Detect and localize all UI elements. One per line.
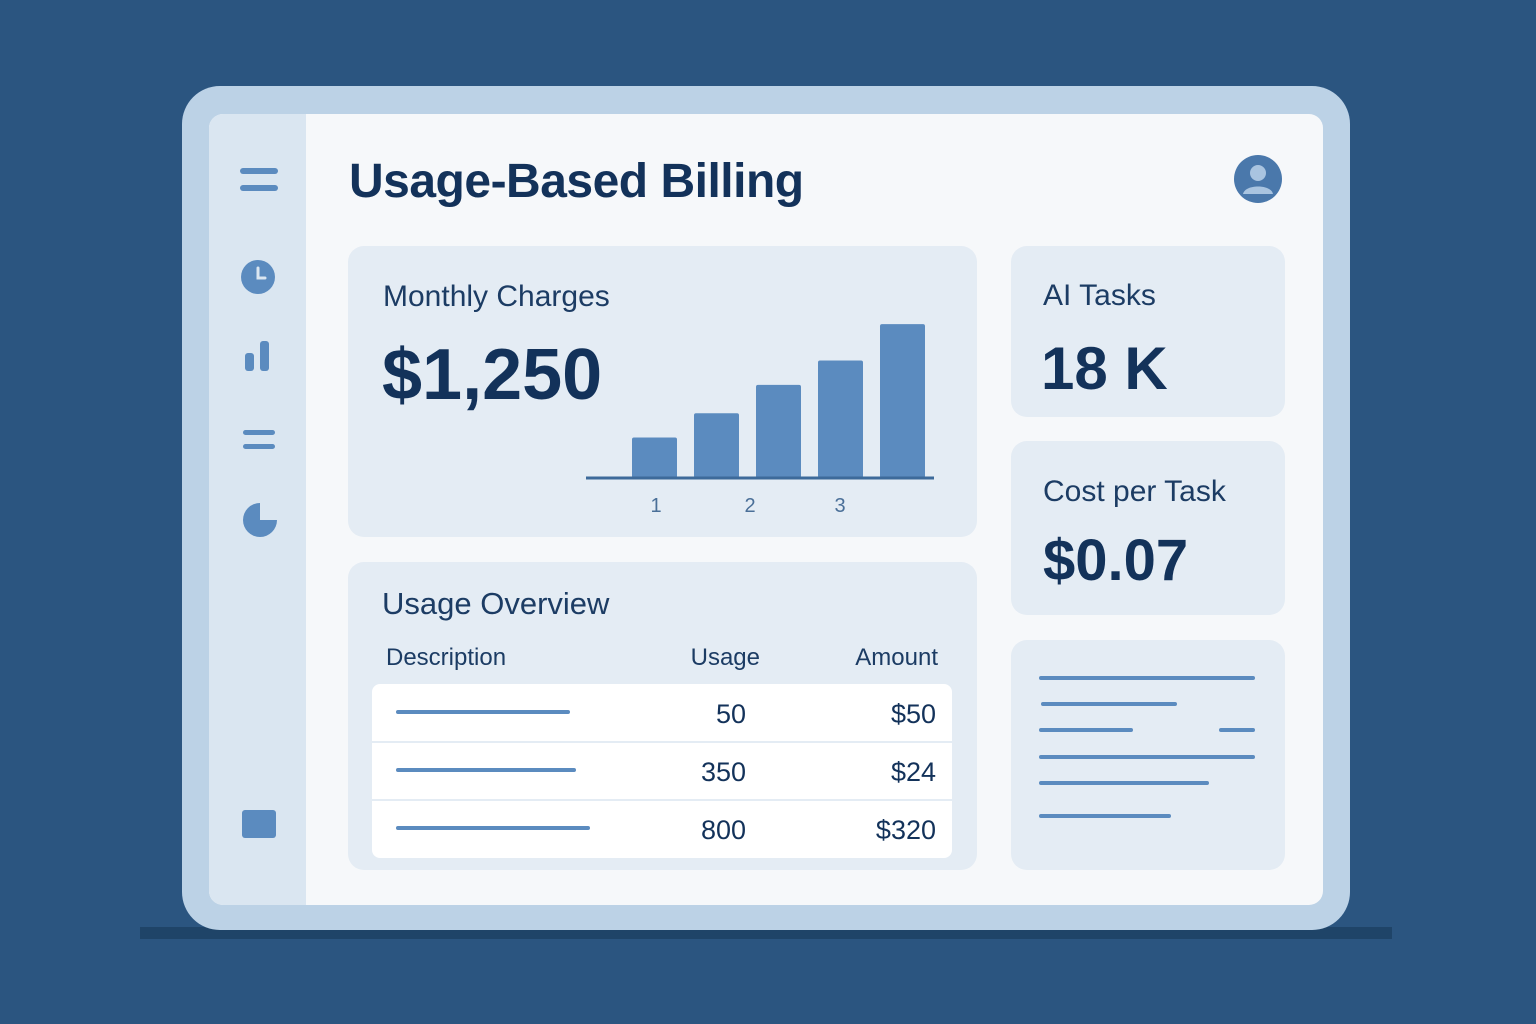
notes-card	[1011, 640, 1285, 870]
ai-tasks-card: AI Tasks 18 K	[1011, 246, 1285, 417]
monthly-charges-value: $1,250	[382, 335, 603, 415]
usage-overview-card: Usage Overview Description Usage Amount …	[348, 562, 977, 870]
user-avatar-icon[interactable]	[1233, 154, 1283, 204]
description-placeholder	[396, 826, 590, 830]
table-row[interactable]: 800 $320	[372, 800, 952, 857]
column-header-description[interactable]: Description	[386, 644, 507, 671]
chart-bar	[880, 324, 925, 478]
list-icon[interactable]	[243, 427, 275, 453]
chart-tick-labels: 1 2 3	[650, 495, 845, 517]
text-placeholder-line	[1039, 676, 1255, 680]
page-title: Usage-Based Billing	[349, 155, 804, 208]
menu-icon[interactable]	[239, 166, 279, 196]
usage-value: 350	[700, 757, 746, 787]
chart-bar	[632, 437, 677, 478]
usage-value: 800	[700, 815, 746, 845]
text-placeholder-line	[1039, 755, 1255, 759]
sidebar	[209, 114, 306, 905]
usage-value: 50	[715, 699, 746, 729]
cost-per-task-label: Cost per Task	[1043, 475, 1226, 508]
column-header-usage[interactable]: Usage	[690, 644, 760, 671]
text-placeholder-line	[1219, 728, 1255, 732]
chart-bar	[694, 413, 739, 478]
text-placeholder-line	[1039, 728, 1133, 732]
amount-value: $24	[890, 757, 936, 787]
chart-tick-label: 1	[650, 495, 661, 517]
text-placeholder-line	[1039, 814, 1171, 818]
app-screen: Usage-Based Billing Monthly Charges $1,2…	[209, 114, 1323, 905]
chart-bar	[756, 384, 801, 478]
column-header-amount[interactable]: Amount	[855, 644, 938, 671]
device-shadow	[140, 927, 1392, 939]
table-row[interactable]: 350 $24	[372, 742, 952, 801]
amount-value: $320	[875, 815, 936, 845]
monthly-charges-label: Monthly Charges	[383, 280, 610, 313]
description-placeholder	[396, 768, 576, 772]
clock-icon[interactable]	[240, 259, 276, 295]
text-placeholder-line	[1039, 781, 1209, 785]
monthly-charges-card: Monthly Charges $1,250 1 2 3	[348, 246, 977, 537]
ai-tasks-label: AI Tasks	[1043, 279, 1156, 312]
chart-bars	[632, 324, 925, 478]
chart-bar	[818, 360, 863, 478]
chart-tick-label: 2	[744, 495, 755, 517]
table-row[interactable]: 50 $50	[372, 684, 952, 743]
chart-tick-label: 3	[834, 495, 845, 517]
bar-chart-icon[interactable]	[243, 339, 273, 373]
square-icon[interactable]	[242, 810, 276, 838]
device-frame: Usage-Based Billing Monthly Charges $1,2…	[182, 86, 1350, 930]
description-placeholder	[396, 710, 570, 714]
cost-per-task-value: $0.07	[1043, 528, 1189, 593]
usage-overview-title: Usage Overview	[382, 586, 610, 621]
pie-chart-icon[interactable]	[242, 502, 278, 538]
amount-value: $50	[890, 699, 936, 729]
text-placeholder-line	[1041, 702, 1177, 706]
usage-table: 50 $50 350 $24 800 $320	[372, 684, 952, 858]
monthly-bar-chart: 1 2 3	[586, 324, 934, 517]
ai-tasks-value: 18 K	[1041, 335, 1168, 402]
cost-per-task-card: Cost per Task $0.07	[1011, 441, 1285, 615]
